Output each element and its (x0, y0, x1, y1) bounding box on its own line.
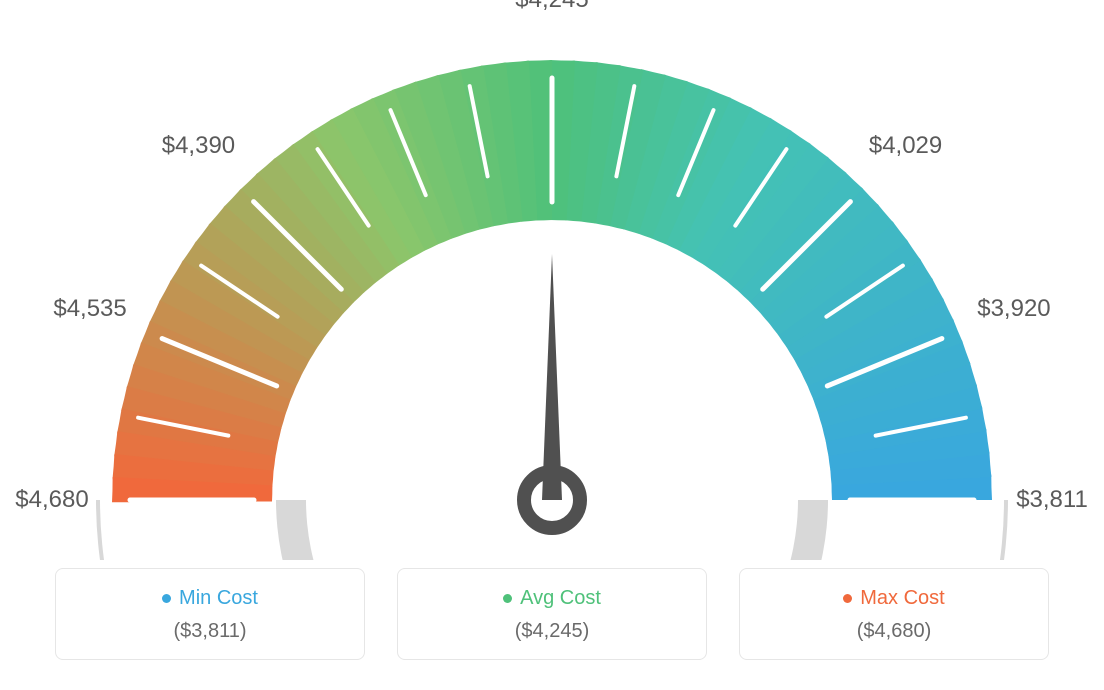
gauge-svg (0, 0, 1104, 560)
gauge-tick-label: $4,535 (53, 295, 126, 323)
cost-gauge: $3,811 $3,920 $4,029 $4,245 $4,390 $4,535 $4,6… (0, 0, 1104, 560)
legend-title-max: Max Cost (750, 587, 1038, 610)
legend-dot-avg (503, 594, 512, 603)
legend-label-max: Max Cost (860, 587, 944, 609)
gauge-tick-label: $4,029 (869, 132, 942, 160)
gauge-tick-label: $3,920 (977, 295, 1050, 323)
legend-label-min: Min Cost (179, 587, 258, 609)
legend-value-max: ($4,680) (750, 620, 1038, 643)
legend-value-avg: ($4,245) (408, 620, 696, 643)
legend-title-min: Min Cost (66, 587, 354, 610)
gauge-tick-label: $4,680 (15, 486, 88, 514)
gauge-tick-label: $4,245 (515, 0, 588, 14)
gauge-tick-label: $3,811 (1016, 486, 1088, 514)
legend-card-max: Max Cost ($4,680) (739, 568, 1049, 660)
legend-card-avg: Avg Cost ($4,245) (397, 568, 707, 660)
legend-value-min: ($3,811) (66, 620, 354, 643)
gauge-tick-label: $4,390 (162, 132, 235, 160)
legend-dot-max (843, 594, 852, 603)
legend-dot-min (162, 594, 171, 603)
legend-title-avg: Avg Cost (408, 587, 696, 610)
legend-row: Min Cost ($3,811) Avg Cost ($4,245) Max … (0, 568, 1104, 660)
legend-card-min: Min Cost ($3,811) (55, 568, 365, 660)
legend-label-avg: Avg Cost (520, 587, 601, 609)
